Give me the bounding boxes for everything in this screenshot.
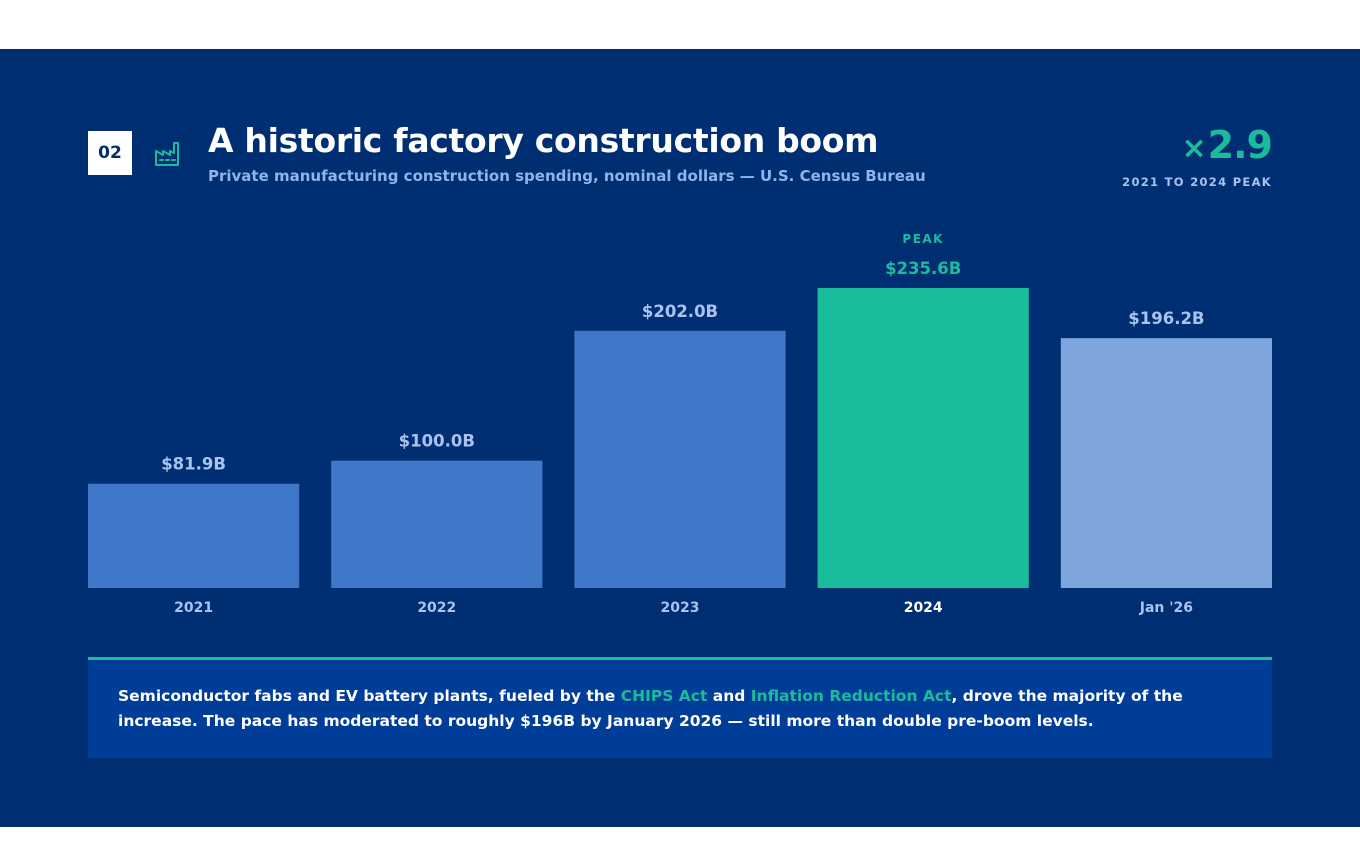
growth-multiplier: ×2.9 <box>1181 123 1273 167</box>
bar-0 <box>88 483 300 588</box>
category-label-3: 2024 <box>904 600 943 616</box>
category-label-2: 2023 <box>661 600 700 616</box>
category-label-4: Jan '26 <box>1139 600 1193 616</box>
factory-icon <box>155 142 179 166</box>
value-label-1: $100.0B <box>399 432 475 451</box>
note-text-between: and <box>707 687 751 705</box>
insight-note: Semiconductor fabs and EV battery plants… <box>88 657 1272 758</box>
value-label-0: $81.9B <box>161 455 226 474</box>
multiplier-value: 2.9 <box>1207 123 1273 167</box>
note-text-after: , drove the majority of the increase. Th… <box>118 687 1183 730</box>
value-label-4: $196.2B <box>1128 309 1204 328</box>
category-label-0: 2021 <box>174 600 213 616</box>
page-subtitle: Private manufacturing construction spend… <box>208 167 926 185</box>
note-highlight-ira: Inflation Reduction Act <box>750 687 952 705</box>
multiplier-sign: × <box>1181 131 1207 166</box>
note-text-before: Semiconductor fabs and EV battery plants… <box>118 687 621 705</box>
bar-1 <box>331 460 543 588</box>
bar-4 <box>1060 338 1272 588</box>
bar-2 <box>574 330 786 588</box>
multiplier-caption: 2021 TO 2024 PEAK <box>1122 175 1272 189</box>
page-title: A historic factory construction boom <box>208 121 879 160</box>
slide-number-badge: 02 <box>88 131 132 175</box>
bar-3 <box>817 288 1029 588</box>
peak-annotation: PEAK <box>902 232 944 246</box>
note-highlight-chips-act: CHIPS Act <box>620 687 708 705</box>
category-label-1: 2022 <box>417 600 456 616</box>
value-label-2: $202.0B <box>642 302 718 321</box>
value-label-3: $235.6B <box>885 259 961 278</box>
